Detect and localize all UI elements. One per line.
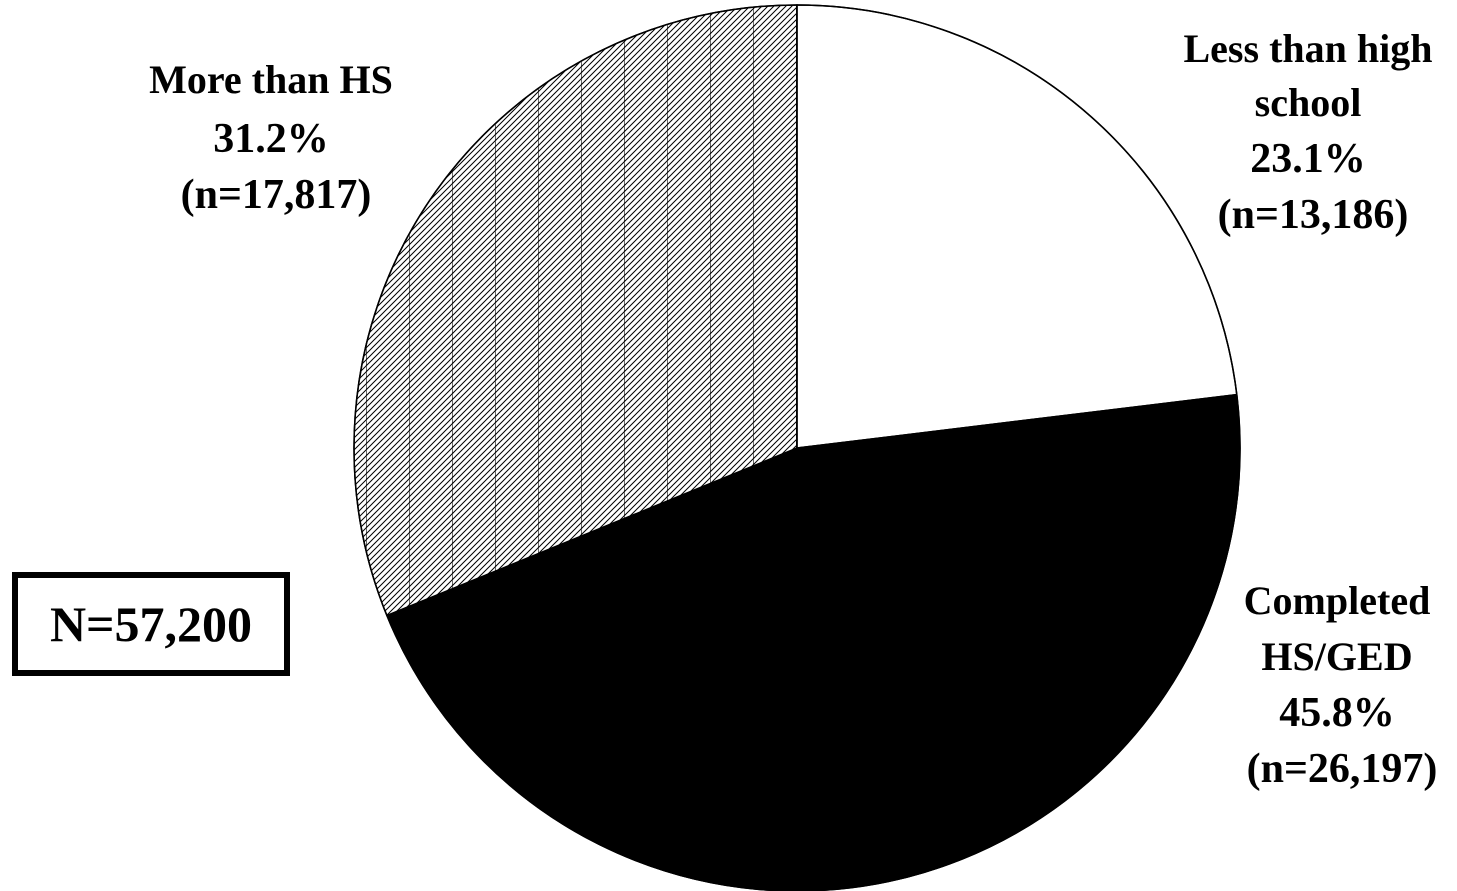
label-count: (n=13,186) — [1218, 192, 1409, 238]
slice-label-more-than-hs: More than HS 31.2% (n=17,817) — [149, 57, 403, 218]
label-line: More than HS — [149, 57, 393, 102]
label-line: Less than high — [1184, 26, 1433, 71]
pie-slices — [353, 4, 1241, 891]
total-n-box: N=57,200 — [12, 572, 290, 676]
total-n-label: N=57,200 — [49, 596, 253, 652]
label-line: Completed — [1244, 578, 1431, 623]
label-line: HS/GED — [1261, 634, 1412, 679]
label-count: (n=26,197) — [1247, 746, 1438, 792]
slice-label-less-than-high-school: Less than high school 23.1% (n=13,186) — [1184, 26, 1443, 238]
label-percent: 31.2% — [213, 116, 329, 162]
label-count: (n=17,817) — [181, 172, 372, 218]
slice-label-completed-hs-ged: Completed HS/GED 45.8% (n=26,197) — [1244, 578, 1441, 792]
label-line: school — [1255, 80, 1362, 125]
label-percent: 23.1% — [1250, 136, 1366, 182]
label-percent: 45.8% — [1279, 690, 1395, 736]
pie-slice-less-than-high-school — [796, 4, 1238, 449]
pie-outline — [353, 4, 1241, 891]
